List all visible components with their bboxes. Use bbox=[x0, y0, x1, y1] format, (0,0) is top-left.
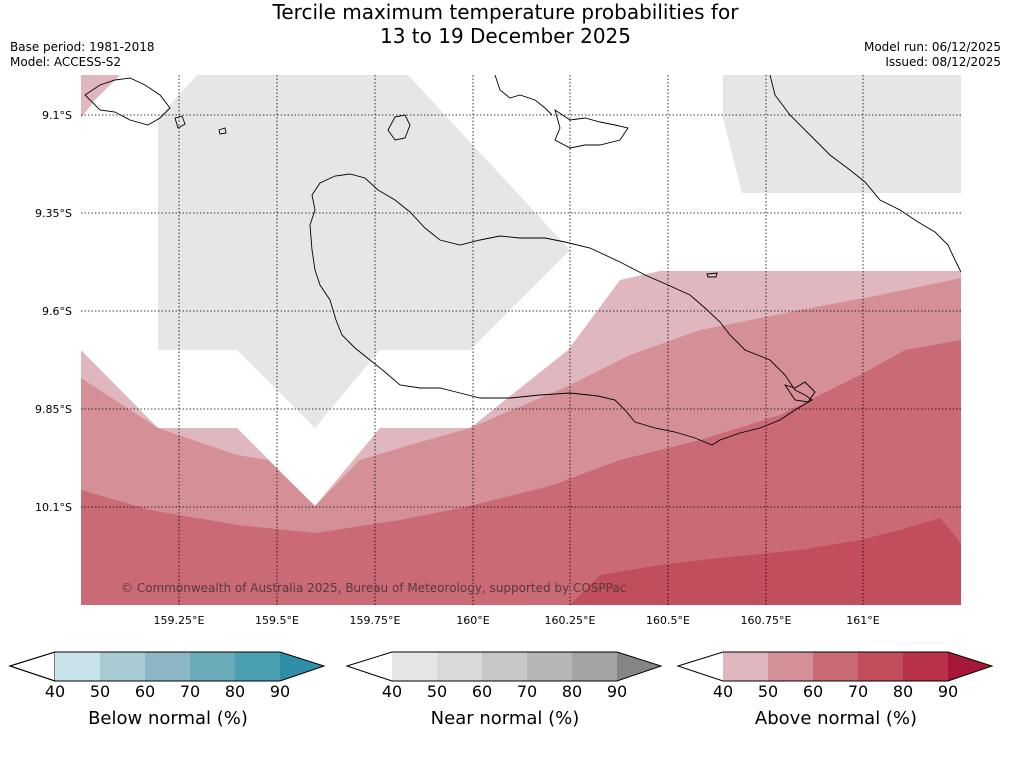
lat-label: 10.1°S bbox=[35, 501, 72, 514]
lat-label: 9.85°S bbox=[35, 403, 72, 416]
lon-label: 159.25°E bbox=[154, 614, 205, 627]
above-50-region-nw bbox=[81, 75, 120, 118]
tick-label: 40 bbox=[44, 682, 66, 701]
lon-label: 160.75°E bbox=[741, 614, 792, 627]
probability-map: © Commonwealth of Australia 2025, Bureau… bbox=[35, 75, 961, 627]
tick-label: 70 bbox=[847, 682, 869, 701]
colorbar-swatch bbox=[768, 652, 813, 681]
lon-label: 159.75°E bbox=[350, 614, 401, 627]
colorbar-swatch bbox=[235, 652, 280, 681]
colorbar-max-arrow bbox=[617, 652, 661, 681]
tick-label: 50 bbox=[426, 682, 448, 701]
tick-label: 50 bbox=[757, 682, 779, 701]
colorbar-swatch bbox=[482, 652, 527, 681]
coast-guadalcanal bbox=[309, 173, 813, 446]
legend-caption: Near normal (%) bbox=[430, 708, 580, 729]
tick-label: 90 bbox=[937, 682, 959, 701]
title-line-1: Tercile maximum temperature probabilitie… bbox=[272, 0, 739, 24]
colorbar-swatch bbox=[723, 652, 768, 681]
tick-label: 60 bbox=[471, 682, 493, 701]
colorbar-ticks: 40 50 60 70 80 90 bbox=[345, 682, 665, 704]
lat-label: 9.1°S bbox=[42, 109, 72, 122]
colorbar-ticks: 40 50 60 70 80 90 bbox=[676, 682, 996, 704]
lon-label: 160°E bbox=[456, 614, 489, 627]
colorbar-max-arrow bbox=[948, 652, 992, 681]
coast-islet-3 bbox=[706, 272, 718, 278]
copyright-notice: © Commonwealth of Australia 2025, Bureau… bbox=[121, 581, 626, 595]
tick-label: 80 bbox=[224, 682, 246, 701]
tick-label: 90 bbox=[606, 682, 628, 701]
colorbar-min-arrow bbox=[8, 651, 56, 682]
axis-labels: 9.1°S 9.35°S 9.6°S 9.85°S 10.1°S 159.25°… bbox=[35, 109, 880, 627]
colorbar-near bbox=[345, 651, 663, 682]
coast-islet-2 bbox=[218, 127, 227, 135]
coast-islet bbox=[174, 115, 186, 129]
colorbar-min-arrow bbox=[347, 652, 392, 681]
lon-label: 160.25°E bbox=[545, 614, 596, 627]
tick-label: 80 bbox=[561, 682, 583, 701]
chart-title: Tercile maximum temperature probabilitie… bbox=[0, 0, 1011, 48]
tick-label: 70 bbox=[179, 682, 201, 701]
colorbar-max-arrow bbox=[280, 652, 324, 681]
tick-label: 90 bbox=[269, 682, 291, 701]
meta-left: Base period: 1981-2018 Model: ACCESS-S2 bbox=[10, 40, 155, 70]
coast-north bbox=[494, 75, 553, 116]
colorbar-swatch bbox=[527, 652, 572, 681]
lat-label: 9.6°S bbox=[42, 305, 72, 318]
lon-label: 159.5°E bbox=[255, 614, 299, 627]
map-layers: © Commonwealth of Australia 2025, Bureau… bbox=[81, 75, 961, 605]
base-period: Base period: 1981-2018 bbox=[10, 40, 155, 54]
coast-malaita bbox=[769, 75, 961, 273]
legend-caption: Above normal (%) bbox=[754, 708, 918, 729]
legend-below-normal: 40 50 60 70 80 90 Below normal (%) bbox=[8, 650, 328, 750]
colorbar-min-arrow bbox=[678, 652, 723, 681]
coast-marau bbox=[783, 381, 816, 403]
colorbar-above bbox=[676, 651, 994, 682]
lon-label: 160.5°E bbox=[646, 614, 690, 627]
lon-label: 161°E bbox=[846, 614, 879, 627]
near-normal-region-east bbox=[723, 75, 961, 193]
title-line-2: 13 to 19 December 2025 bbox=[379, 24, 631, 48]
colorbar-swatch bbox=[437, 652, 482, 681]
coast-nggela bbox=[554, 108, 629, 149]
tick-label: 40 bbox=[712, 682, 734, 701]
colorbar-swatch bbox=[100, 652, 145, 681]
colorbar-swatch bbox=[145, 652, 190, 681]
colorbar-swatch bbox=[190, 652, 235, 681]
graticule bbox=[81, 75, 961, 605]
colorbar-swatch bbox=[858, 652, 903, 681]
coast-savo bbox=[387, 114, 411, 141]
tick-label: 50 bbox=[89, 682, 111, 701]
meta-right: Model run: 06/12/2025 Issued: 08/12/2025 bbox=[864, 40, 1001, 70]
above-70-region bbox=[81, 340, 961, 605]
legend-above-normal: 40 50 60 70 80 90 Above normal (%) bbox=[676, 650, 996, 750]
tick-label: 60 bbox=[802, 682, 824, 701]
colorbar-swatch bbox=[392, 652, 437, 681]
tick-label: 60 bbox=[134, 682, 156, 701]
tick-label: 80 bbox=[892, 682, 914, 701]
coast-russell bbox=[84, 77, 171, 126]
coastlines bbox=[84, 75, 961, 446]
model-name: Model: ACCESS-S2 bbox=[10, 55, 122, 69]
model-run: Model run: 06/12/2025 bbox=[863, 40, 1001, 54]
issued-date: Issued: 08/12/2025 bbox=[885, 55, 1001, 69]
lat-label: 9.35°S bbox=[35, 207, 72, 220]
legend-caption: Below normal (%) bbox=[88, 708, 248, 729]
colorbar-below bbox=[8, 651, 326, 682]
colorbar-swatch bbox=[55, 652, 100, 681]
near-normal-region-west bbox=[158, 75, 570, 428]
legend-near-normal: 40 50 60 70 80 90 Near normal (%) bbox=[345, 650, 665, 750]
colorbar-swatch bbox=[572, 652, 617, 681]
tick-label: 40 bbox=[381, 682, 403, 701]
tick-label: 70 bbox=[516, 682, 538, 701]
colorbar-swatch bbox=[813, 652, 858, 681]
colorbar-ticks: 40 50 60 70 80 90 bbox=[8, 682, 328, 704]
colorbar-swatch bbox=[903, 652, 948, 681]
